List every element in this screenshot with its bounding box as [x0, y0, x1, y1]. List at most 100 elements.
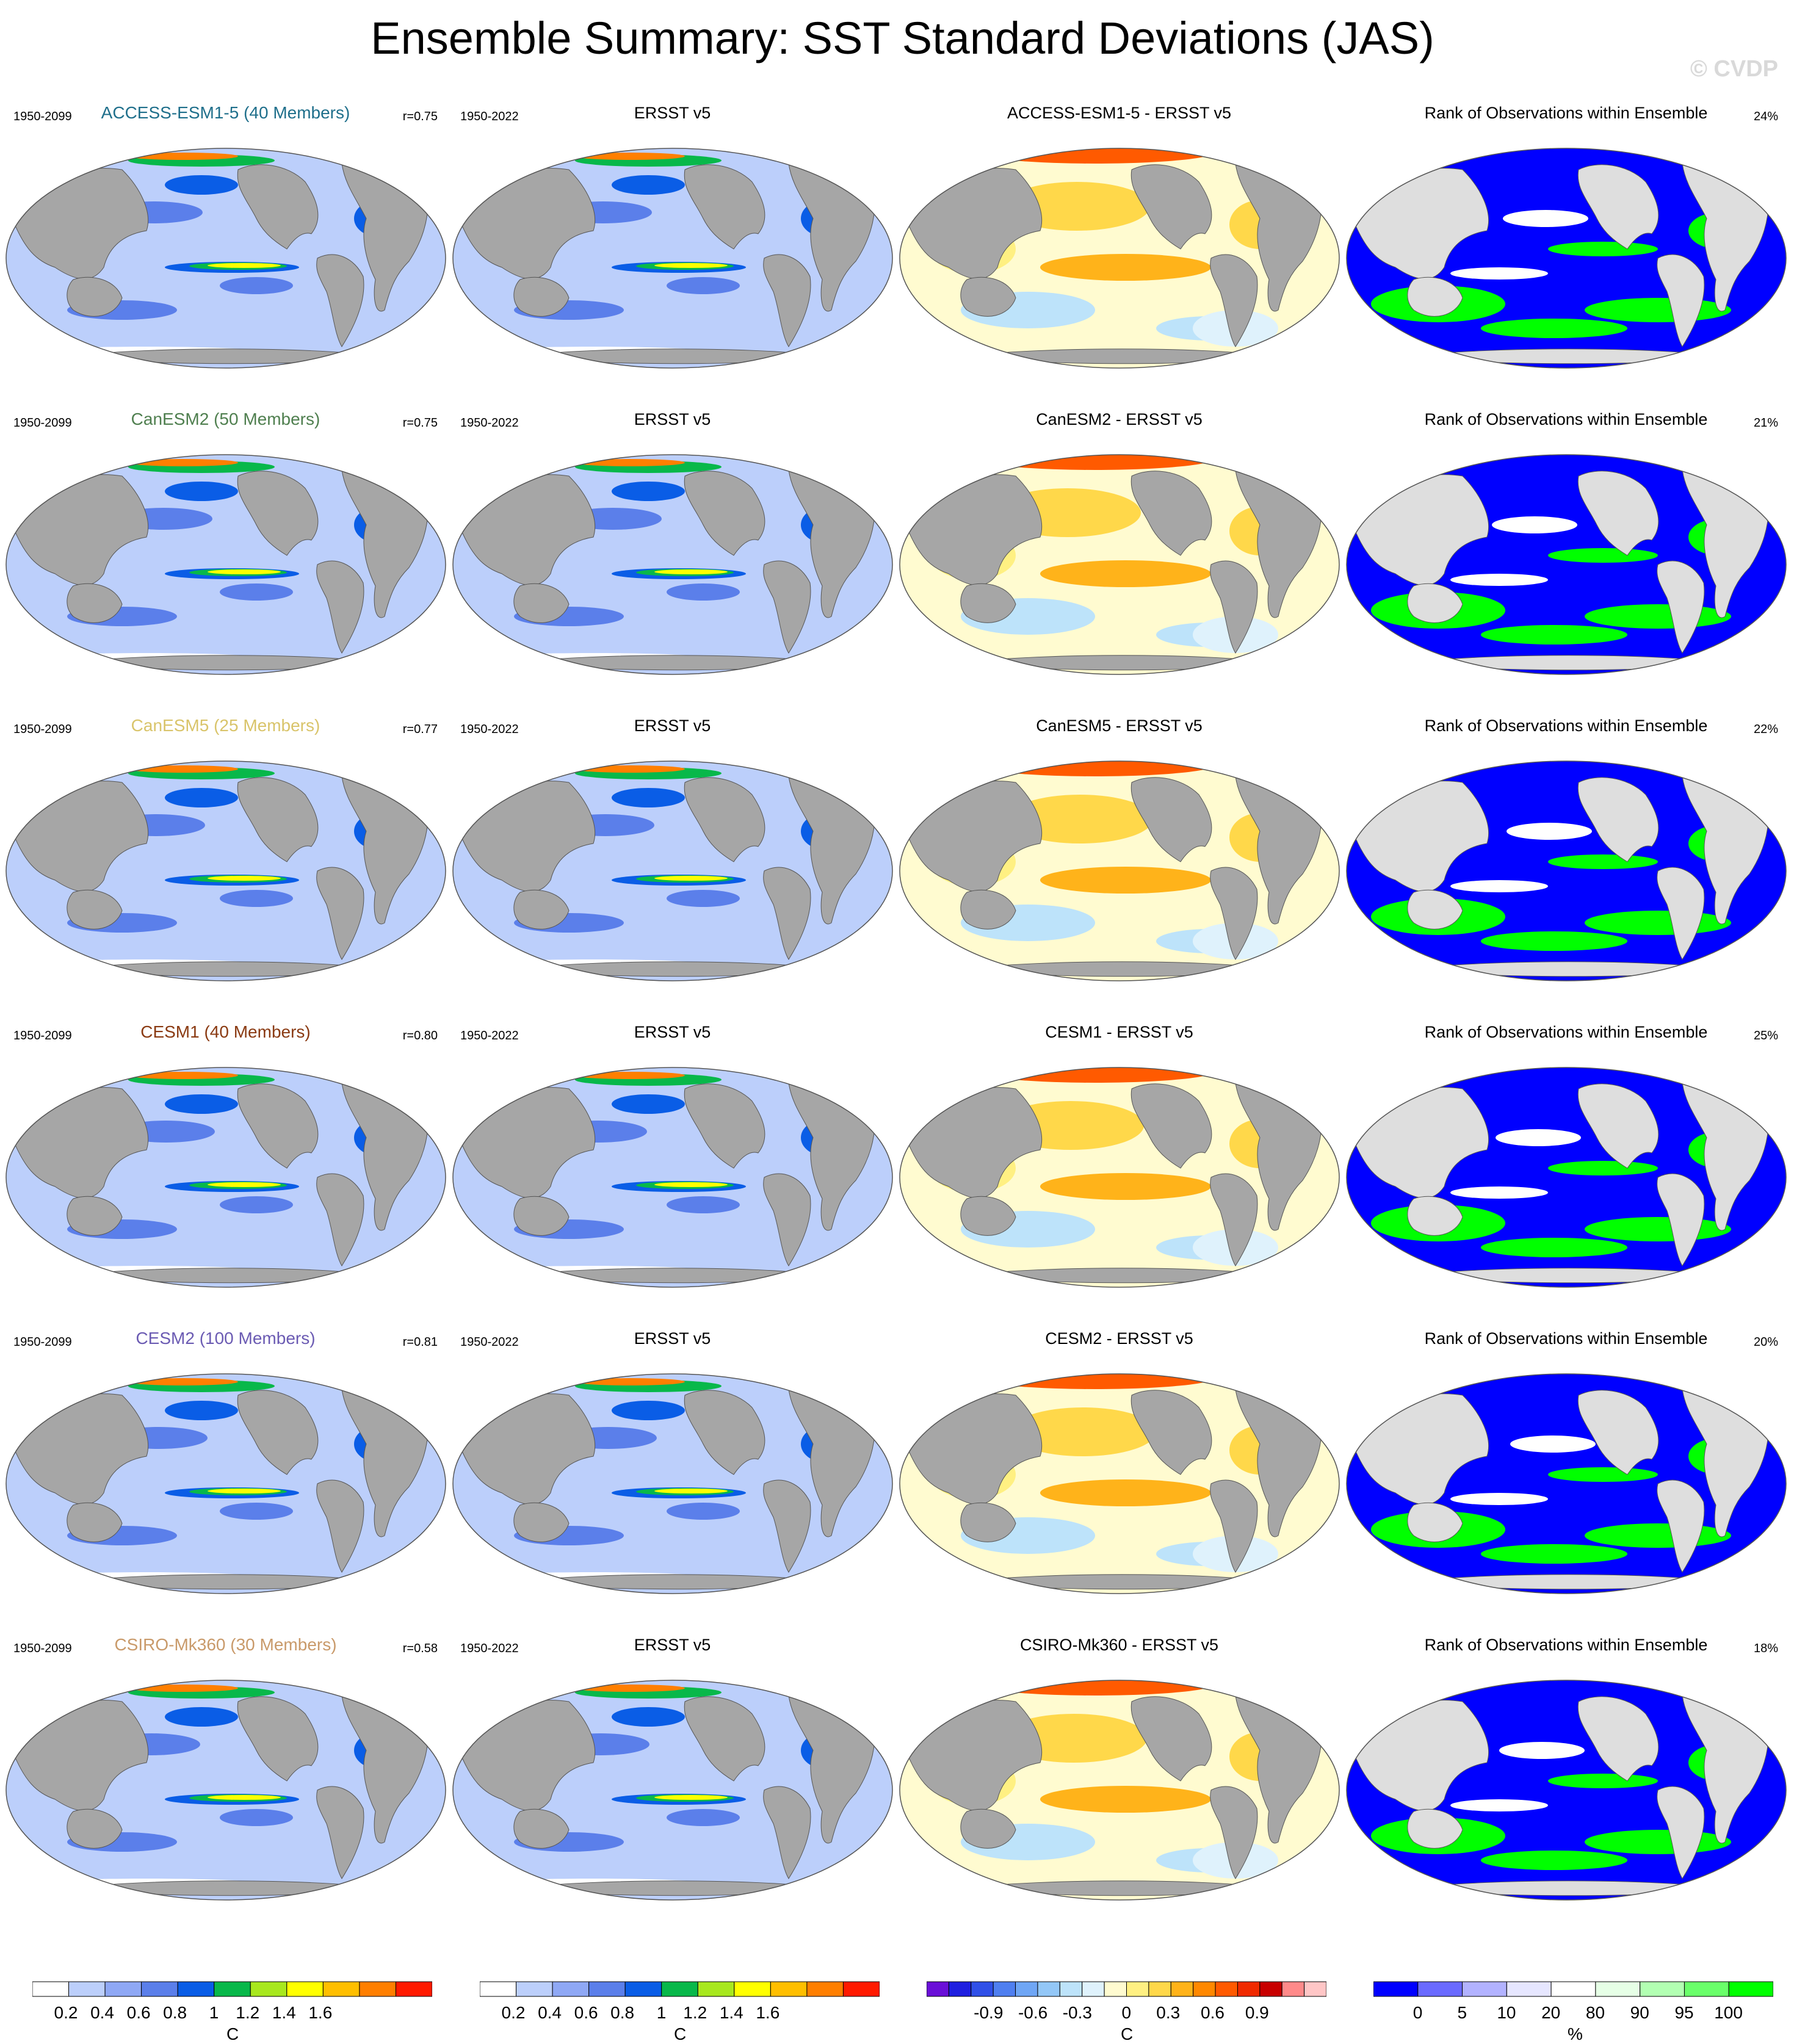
- pattern-correlation: r=0.80: [402, 1029, 438, 1042]
- rank-percent: 20%: [1753, 1335, 1778, 1349]
- model-map-panel: CESM1 (40 Members) 1950-2099 r=0.80: [0, 1022, 451, 1328]
- obs-title: ERSST v5: [634, 1329, 711, 1348]
- period-label: 1950-2099: [13, 1642, 72, 1655]
- colorbar-swatch: [1259, 1981, 1282, 1997]
- colorbar-swatch: [250, 1981, 288, 1997]
- colorbar-swatch: [141, 1981, 178, 1997]
- period-label: 1950-2022: [460, 1335, 519, 1349]
- model-map-panel: ACCESS-ESM1-5 (40 Members) 1950-2099 r=0.7…: [0, 103, 451, 409]
- colorbar-swatch: [1082, 1981, 1105, 1997]
- period-label: 1950-2099: [13, 1335, 72, 1349]
- world-map: [899, 454, 1340, 675]
- world-map: [1346, 1680, 1787, 1901]
- obs-map-panel: ERSST v5 1950-2022: [447, 1634, 898, 1941]
- colorbar-swatch: [359, 1981, 396, 1997]
- rank-title: Rank of Observations within Ensemble: [1424, 104, 1708, 122]
- rank-percent: 24%: [1753, 110, 1778, 123]
- colorbar-swatch: [1059, 1981, 1083, 1997]
- difference-title: CESM2 - ERSST v5: [1045, 1329, 1193, 1348]
- rank-percent: 22%: [1753, 723, 1778, 736]
- period-label: 1950-2022: [460, 110, 519, 123]
- model-map-panel: CSIRO-Mk360 (30 Members) 1950-2099 r=0.58: [0, 1634, 451, 1941]
- world-map: [452, 1680, 893, 1901]
- period-label: 1950-2099: [13, 110, 72, 123]
- colorbar-tick-label: 0.3: [1156, 2003, 1181, 2022]
- period-label: 1950-2022: [460, 1029, 519, 1042]
- colorbar-swatch: [1126, 1981, 1149, 1997]
- period-label: 1950-2022: [460, 723, 519, 736]
- pattern-correlation: r=0.81: [402, 1335, 438, 1349]
- model-title: CanESM2 (50 Members): [131, 410, 320, 428]
- colorbar-unit: C: [674, 2024, 687, 2043]
- colorbar-swatch: [1304, 1981, 1326, 1997]
- main-title: Ensemble Summary: SST Standard Deviation…: [371, 13, 1434, 63]
- colorbar-swatch: [1506, 1981, 1552, 1997]
- colorbar-swatch: [1684, 1981, 1729, 1997]
- pattern-correlation: r=0.75: [402, 416, 438, 430]
- colorbar-tick-label: 0.6: [574, 2003, 598, 2022]
- colorbar-swatch: [661, 1981, 698, 1997]
- world-map: [1346, 148, 1787, 369]
- rank-colorbar: 0 5 10 20 80 90 95 100%: [1373, 1981, 1773, 2043]
- colorbar-swatch: [286, 1981, 324, 1997]
- model-map-panel: CanESM5 (25 Members) 1950-2099 r=0.77: [0, 715, 451, 1022]
- rank-map-panel: Rank of Observations within Ensemble 20%: [1340, 1328, 1792, 1634]
- colorbar-swatch: [214, 1981, 251, 1997]
- obs-map-panel: ERSST v5 1950-2022: [447, 715, 898, 1022]
- obs-map-panel: ERSST v5 1950-2022: [447, 103, 898, 409]
- colorbar-swatch: [1728, 1981, 1773, 1997]
- world-map: [452, 1373, 893, 1594]
- colorbar-unit: C: [1121, 2024, 1134, 2043]
- colorbar-swatch: [1550, 1981, 1596, 1997]
- colorbar-swatch: [177, 1981, 215, 1997]
- colorbar-swatch: [1417, 1981, 1463, 1997]
- colorbar-swatch: [1170, 1981, 1194, 1997]
- colorbar-swatch: [1215, 1981, 1238, 1997]
- world-map: [452, 760, 893, 981]
- rank-map-panel: Rank of Observations within Ensemble 22%: [1340, 715, 1792, 1022]
- colorbar-swatch: [806, 1981, 844, 1997]
- colorbar-tick-label: -0.3: [1062, 2003, 1092, 2022]
- colorbar-swatch: [32, 1981, 70, 1997]
- world-map: [5, 454, 446, 675]
- colorbar-tick-label: 5: [1457, 2003, 1467, 2022]
- colorbar-swatch: [734, 1981, 771, 1997]
- world-map: [899, 1067, 1340, 1288]
- difference-map-panel: CSIRO-Mk360 - ERSST v5: [894, 1634, 1345, 1941]
- colorbar-tick-label: 0.8: [610, 2003, 635, 2022]
- colorbar-tick-label: 1.6: [308, 2003, 333, 2022]
- rank-map-panel: Rank of Observations within Ensemble 18%: [1340, 1634, 1792, 1941]
- colorbar-swatch: [697, 1981, 735, 1997]
- colorbar-tick-label: 0.2: [501, 2003, 526, 2022]
- rank-percent: 18%: [1753, 1642, 1778, 1655]
- colorbar-swatch: [395, 1981, 432, 1997]
- colorbar-swatch: [1237, 1981, 1261, 1997]
- pattern-correlation: r=0.58: [402, 1642, 438, 1655]
- obs-map-panel: ERSST v5 1950-2022: [447, 1022, 898, 1328]
- pattern-correlation: r=0.77: [402, 723, 438, 736]
- difference-map-panel: CanESM5 - ERSST v5: [894, 715, 1345, 1022]
- colorbar-swatch: [1193, 1981, 1216, 1997]
- colorbar-tick-label: 1: [656, 2003, 667, 2022]
- world-map: [5, 1067, 446, 1288]
- colorbar-tick-label: 95: [1674, 2003, 1694, 2022]
- colorbar-tick-label: 90: [1630, 2003, 1649, 2022]
- model-map-panel: CanESM2 (50 Members) 1950-2099 r=0.75: [0, 409, 451, 715]
- rank-map-panel: Rank of Observations within Ensemble 24%: [1340, 103, 1792, 409]
- world-map: [1346, 454, 1787, 675]
- colorbar-tick-label: 0: [1413, 2003, 1423, 2022]
- colorbar-tick-label: 0.4: [90, 2003, 115, 2022]
- world-map: [1346, 1373, 1787, 1594]
- colorbar-tick-label: -0.6: [1018, 2003, 1048, 2022]
- colorbar-tick-label: 1.4: [719, 2003, 743, 2022]
- world-map: [452, 148, 893, 369]
- colorbar-swatch: [516, 1981, 553, 1997]
- rank-title: Rank of Observations within Ensemble: [1424, 717, 1708, 735]
- rank-percent: 25%: [1753, 1029, 1778, 1042]
- colorbar-tick-label: 1.2: [683, 2003, 707, 2022]
- colorbar-swatch: [1037, 1981, 1060, 1997]
- colorbar-swatch: [971, 1981, 994, 1997]
- period-label: 1950-2099: [13, 416, 72, 430]
- colorbar-tick-label: 80: [1585, 2003, 1605, 2022]
- obs-map-panel: ERSST v5 1950-2022: [447, 409, 898, 715]
